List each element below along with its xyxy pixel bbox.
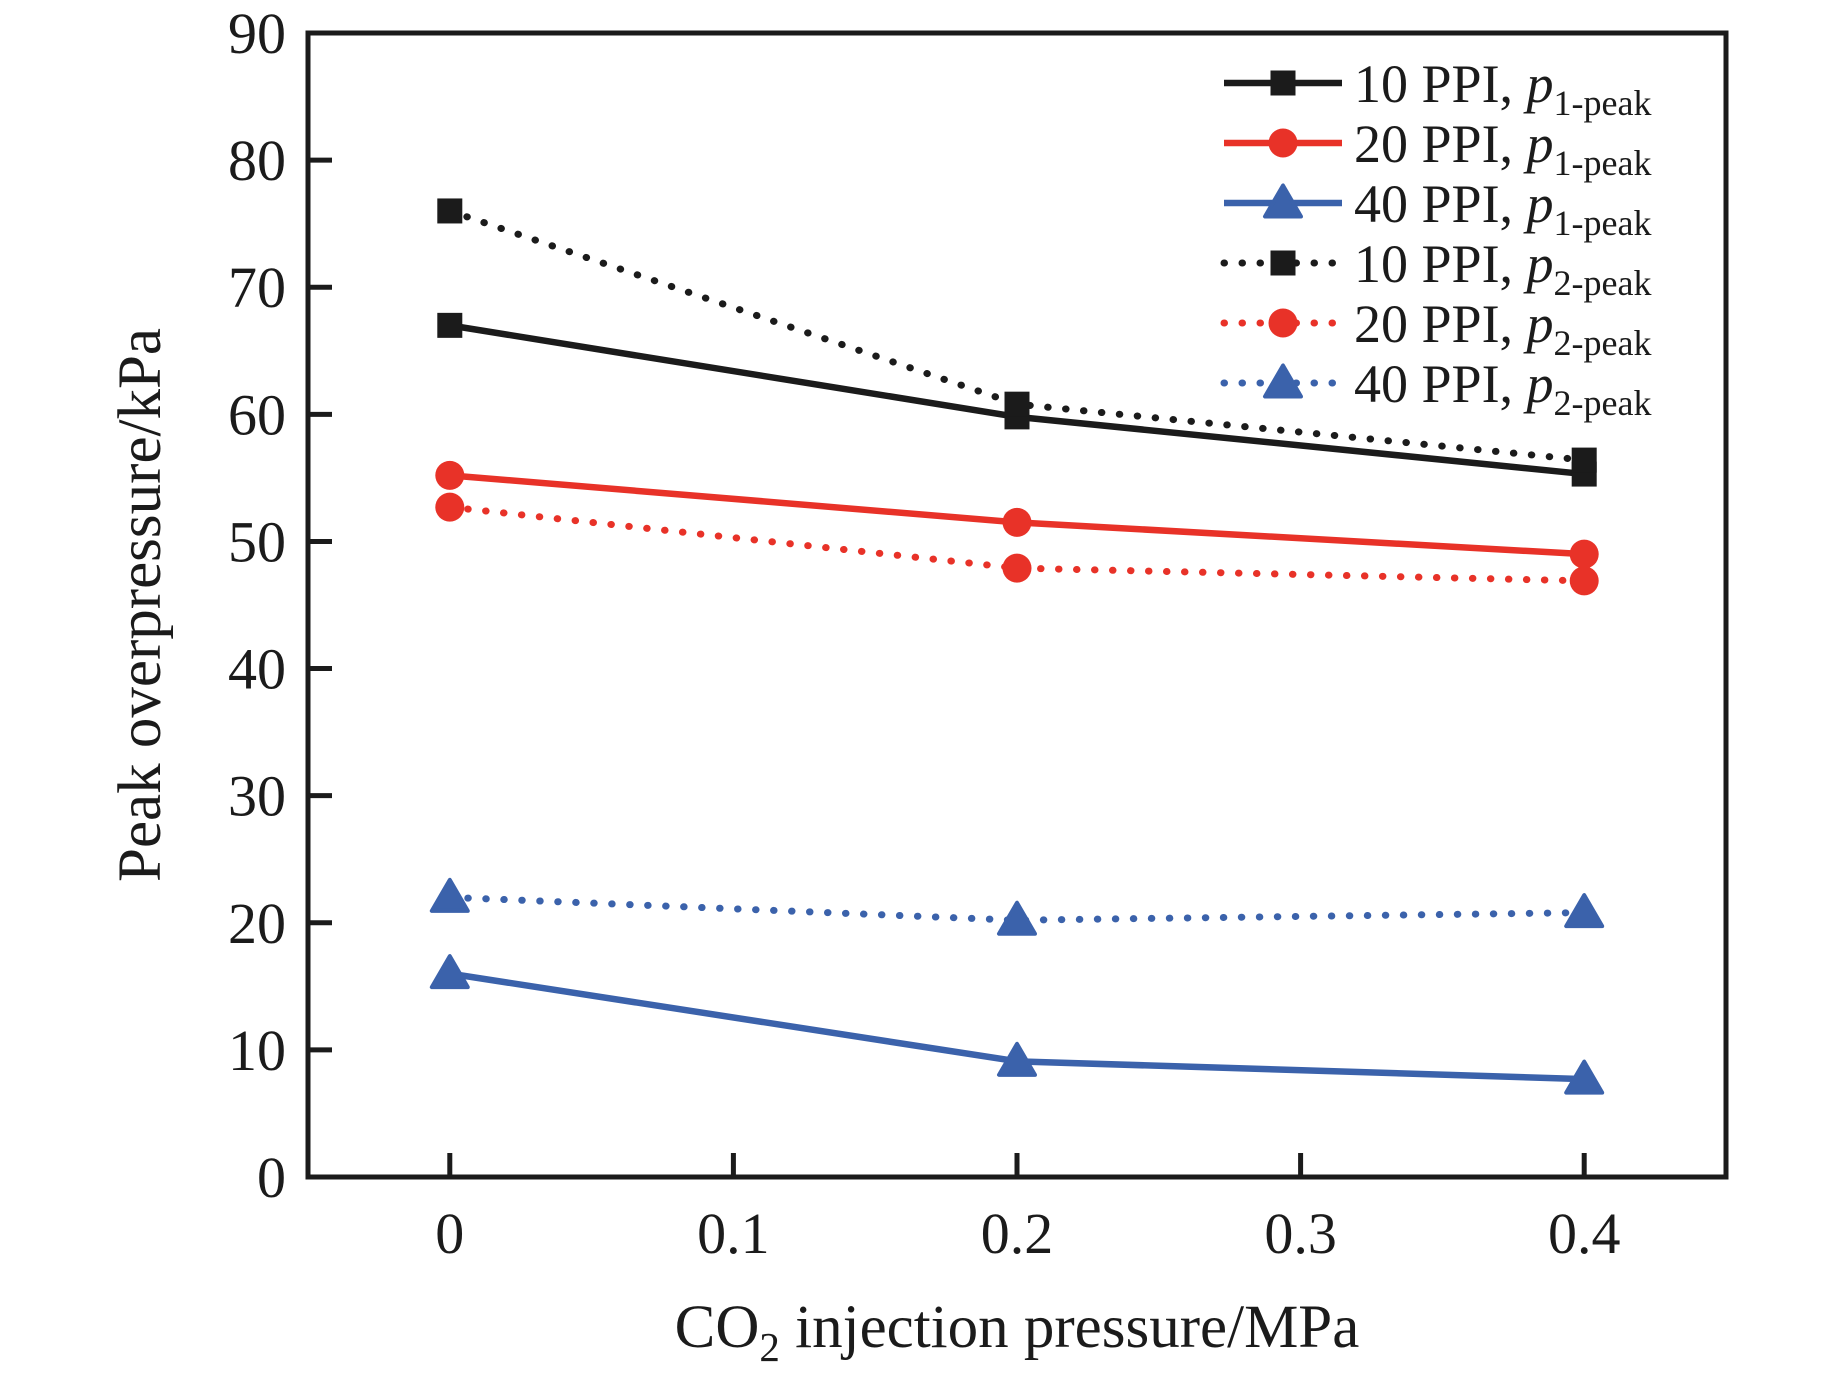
legend-marker-triangle [1263,363,1303,399]
x-tick-label: 0.1 [697,1201,770,1266]
y-tick-label: 40 [228,637,286,702]
data-point-10-ppi-p2-peak [437,198,463,224]
x-tick-label: 0 [435,1201,464,1266]
x-tick-label: 0.3 [1264,1201,1337,1266]
legend-item-10-ppi-p1-peak: 10 PPI, p1-peak [1224,54,1652,123]
data-point-40-ppi-p1-peak [997,1041,1037,1077]
data-point-20-ppi-p1-peak [1569,539,1599,569]
series-20-ppi-p1-peak [435,460,1599,569]
y-tick-label: 70 [228,255,286,320]
y-tick-label: 20 [228,891,286,956]
legend-marker-square [1270,70,1296,96]
data-point-40-ppi-p1-peak [429,954,470,990]
series-20-ppi-p2-peak [435,492,1599,596]
data-point-20-ppi-p1-peak [435,460,465,490]
legend-marker-triangle [1263,183,1303,219]
data-point-10-ppi-p2-peak [1004,391,1030,417]
legend-item-20-ppi-p1-peak: 20 PPI, p1-peak [1224,114,1652,183]
y-tick-label: 50 [228,509,286,574]
data-point-10-ppi-p1-peak [437,312,463,338]
data-point-20-ppi-p2-peak [1569,566,1599,596]
legend-item-40-ppi-p1-peak: 40 PPI, p1-peak [1224,174,1652,243]
series-10-ppi-p1-peak [437,312,1597,487]
legend-label: 20 PPI, p2-peak [1354,294,1652,363]
data-point-20-ppi-p2-peak [435,492,465,522]
legend-label: 10 PPI, p2-peak [1354,234,1652,303]
x-axis-title-rest: injection pressure/MPa [780,1294,1359,1361]
series-line-10-ppi-p2-peak [446,207,1588,464]
y-tick-label: 90 [228,1,286,66]
y-axis-title: Peak overpressure/kPa [107,328,174,882]
series-40-ppi-p1-peak [429,954,1605,1095]
y-tick-label: 30 [228,764,286,829]
data-point-20-ppi-p2-peak [1002,553,1032,583]
data-point-10-ppi-p2-peak [1571,447,1597,473]
data-point-20-ppi-p1-peak [1002,507,1032,537]
legend-label: 10 PPI, p1-peak [1354,54,1652,123]
x-axis-title-base: CO [675,1294,760,1361]
y-tick-label: 0 [257,1145,286,1210]
legend-marker-circle [1268,308,1298,338]
data-point-40-ppi-p1-peak [1564,1059,1605,1095]
legend-label: 40 PPI, p2-peak [1354,354,1652,423]
data-point-40-ppi-p2-peak [1564,893,1605,929]
legend-label: 40 PPI, p1-peak [1354,174,1652,243]
legend-item-40-ppi-p2-peak: 40 PPI, p2-peak [1220,354,1652,423]
x-axis-title-subscript: 2 [759,1324,780,1370]
series-10-ppi-p2-peak [437,198,1597,473]
y-tick-label: 80 [228,128,286,193]
x-axis-title: CO2 injection pressure/MPa [675,1294,1360,1370]
legend-item-10-ppi-p2-peak: 10 PPI, p2-peak [1220,234,1652,303]
x-tick-label: 0.2 [981,1201,1054,1266]
series-40-ppi-p2-peak [429,877,1605,936]
legend-marker-square [1270,250,1296,276]
legend-marker-circle [1268,128,1298,158]
data-point-40-ppi-p2-peak [997,900,1037,936]
legend-label: 20 PPI, p1-peak [1354,114,1652,183]
data-point-40-ppi-p2-peak [429,877,470,913]
y-tick-label: 60 [228,382,286,447]
legend-item-20-ppi-p2-peak: 20 PPI, p2-peak [1220,294,1652,363]
x-tick-label: 0.4 [1548,1201,1621,1266]
y-tick-label: 10 [228,1018,286,1083]
